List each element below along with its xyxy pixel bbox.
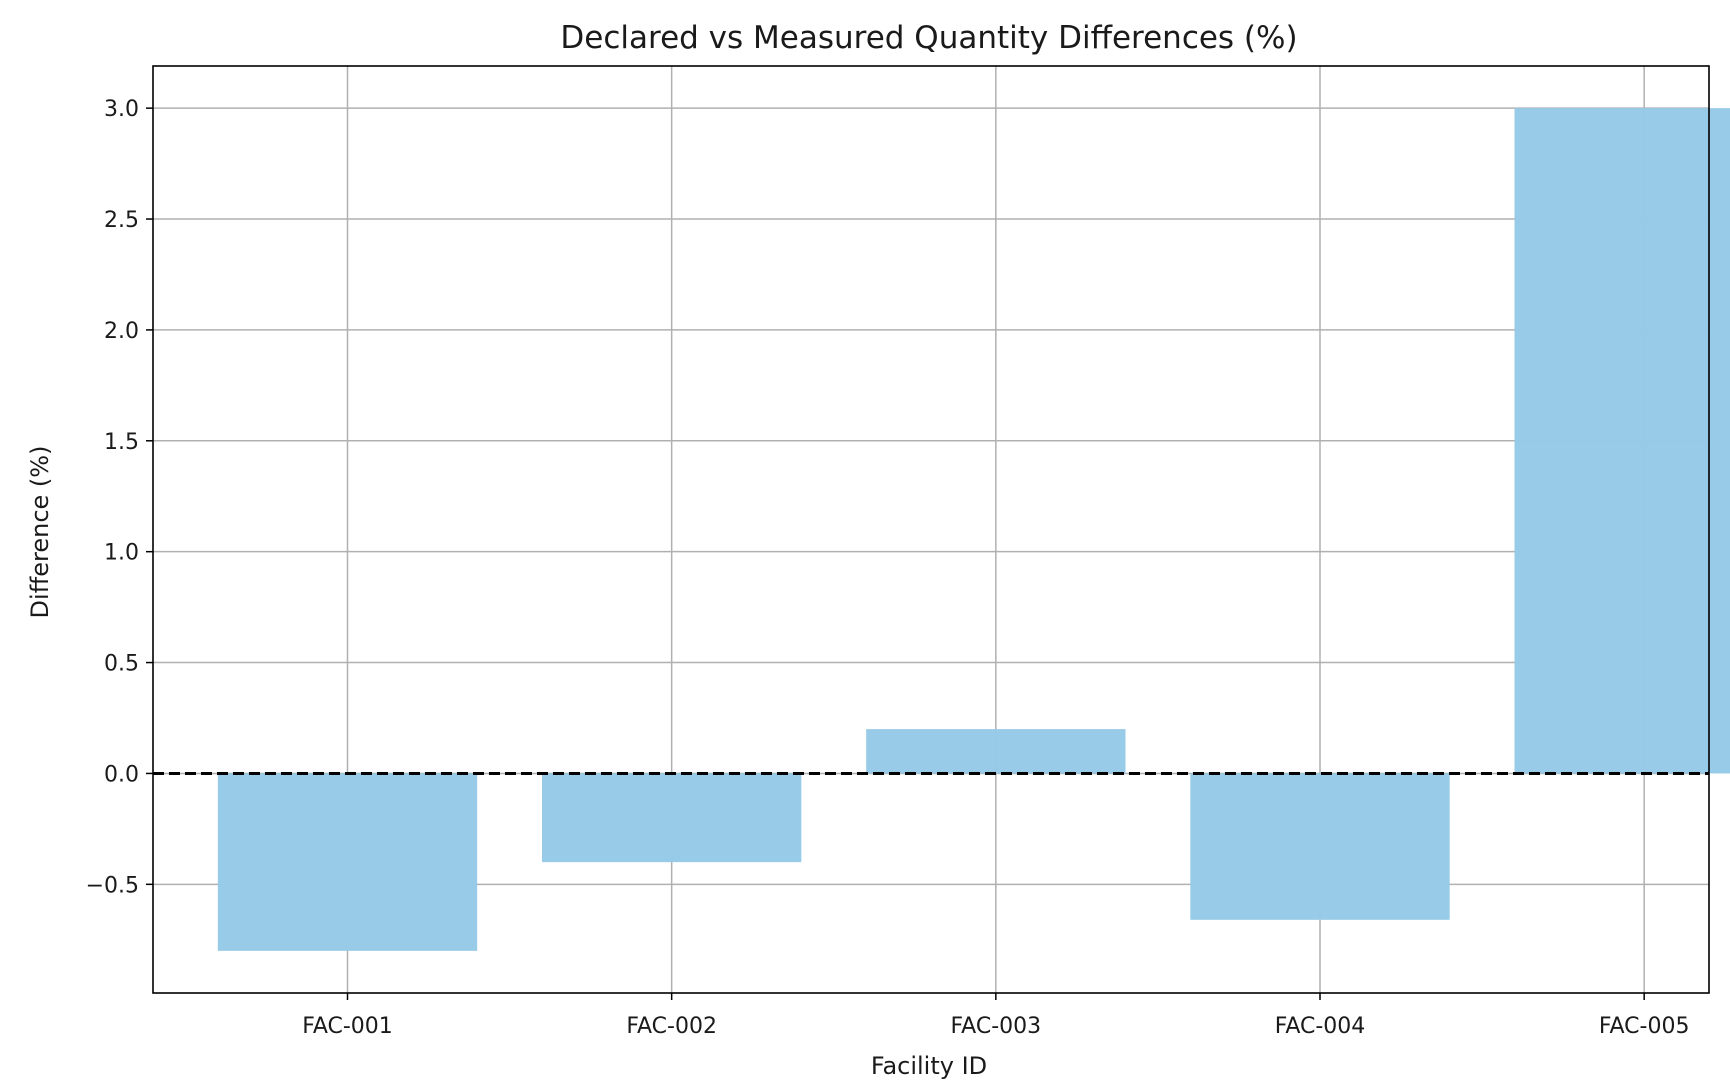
y-tick-label: 1.5	[104, 430, 139, 455]
y-tick-label: 0.5	[104, 652, 139, 677]
bar-fac-001	[217, 773, 478, 951]
x-tick-label: FAC-003	[951, 1014, 1042, 1039]
x-axis-ticks: FAC-001 FAC-002 FAC-003 FAC-004 FAC-005	[302, 993, 1689, 1039]
x-tick-label: FAC-004	[1275, 1014, 1366, 1039]
y-tick-label: 3.0	[104, 97, 139, 122]
y-tick-label: −0.5	[86, 873, 139, 898]
y-tick-label: 2.5	[104, 208, 139, 233]
x-axis-label: Facility ID	[871, 1052, 987, 1080]
y-axis-label: Difference (%)	[26, 446, 54, 619]
y-axis-ticks: −0.5 0.0 0.5 1.0 1.5 2.0 2.5 3.0	[86, 97, 153, 898]
bar-fac-003	[866, 729, 1126, 774]
bars	[217, 108, 1730, 951]
x-tick-label: FAC-001	[302, 1014, 393, 1039]
y-tick-label: 2.0	[104, 319, 139, 344]
chart-title: Declared vs Measured Quantity Difference…	[560, 20, 1297, 56]
y-tick-label: 1.0	[104, 541, 139, 566]
plot-frame	[152, 65, 1710, 994]
x-tick-label: FAC-002	[626, 1014, 717, 1039]
bar-fac-005	[1514, 108, 1730, 774]
x-tick-label: FAC-005	[1599, 1014, 1690, 1039]
y-tick-label: 0.0	[104, 762, 139, 787]
bar-fac-004	[1190, 773, 1450, 920]
bar-fac-002	[542, 773, 802, 863]
